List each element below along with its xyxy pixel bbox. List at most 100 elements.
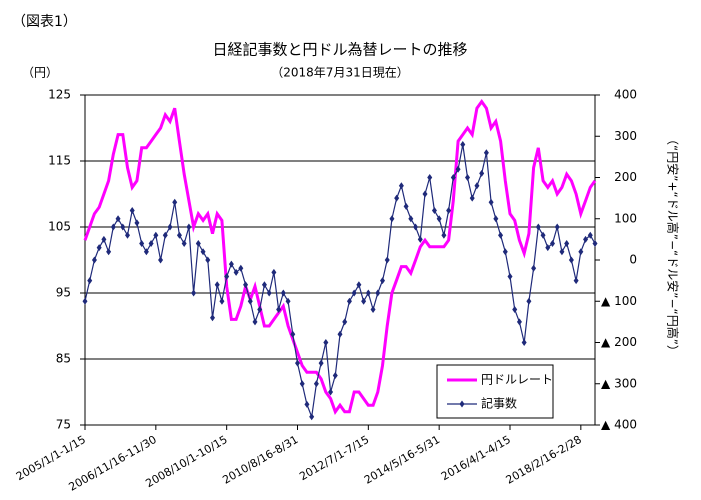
series-marker [408, 215, 414, 223]
series-marker [290, 330, 296, 338]
series-marker [323, 339, 329, 346]
series-marker [351, 289, 357, 297]
series-marker [540, 231, 546, 239]
y-tick-label: 125 [48, 88, 71, 102]
series-marker [143, 248, 149, 256]
y2-tick-label: 200 [614, 170, 637, 184]
y-tick-label: 105 [48, 220, 71, 234]
series-marker [295, 359, 300, 367]
y2-axis-label: （“円安”+“ドル高”−“ドル安”−“円高”） [666, 133, 681, 357]
y2-tick-label: 300 [614, 129, 637, 143]
series-marker [394, 194, 400, 202]
series-marker [186, 223, 192, 231]
series-marker [380, 277, 385, 285]
series-marker [356, 281, 362, 289]
series-marker [578, 248, 584, 256]
legend-marker [459, 400, 465, 408]
series-marker [564, 240, 570, 247]
series-marker [521, 339, 527, 346]
series-marker [219, 297, 225, 305]
series-marker [384, 256, 390, 264]
chart-subtitle: （2018年7月31日現在） [271, 66, 408, 80]
series-marker [554, 223, 560, 231]
legend-box [436, 364, 554, 419]
chart-title: 日経記事数と円ドル為替レートの推移 [212, 41, 467, 59]
y-tick-label: 115 [48, 154, 71, 168]
series-marker [328, 388, 334, 396]
series-marker [162, 231, 168, 239]
series-marker [346, 297, 352, 305]
series-marker [280, 289, 286, 297]
series-marker [488, 198, 494, 206]
series-marker [214, 281, 220, 289]
series-marker [101, 235, 107, 243]
series-marker [115, 215, 121, 223]
series-marker [455, 165, 461, 173]
series-marker [243, 281, 249, 289]
series-marker [550, 240, 555, 247]
series-marker [427, 174, 433, 181]
series-marker [285, 297, 291, 305]
series-marker [512, 306, 518, 313]
series-marker [389, 215, 395, 223]
series-marker [257, 306, 263, 313]
y-tick-label: 85 [56, 352, 71, 366]
series-marker [498, 231, 504, 239]
series-marker [479, 169, 485, 177]
series-marker [271, 268, 277, 276]
series-marker [87, 277, 93, 285]
series-marker [200, 248, 206, 256]
series-marker [474, 182, 480, 190]
series-marker [422, 190, 428, 198]
series-marker [535, 223, 541, 231]
series-marker [332, 372, 338, 379]
series-marker [134, 219, 140, 227]
series-marker [365, 289, 371, 297]
series-marker [266, 289, 272, 297]
series-marker [233, 268, 239, 276]
series-line [83, 99, 597, 416]
series-marker [370, 306, 376, 313]
series-marker [450, 174, 456, 181]
series-marker [526, 297, 532, 305]
series-marker [167, 223, 173, 231]
series-marker [436, 215, 442, 223]
series-marker [587, 231, 593, 239]
y2-tick-label: ▲ 300 [601, 376, 637, 390]
series-marker [309, 413, 315, 421]
series-marker [172, 198, 178, 206]
series-marker [261, 281, 267, 289]
series-marker [483, 149, 489, 157]
series-marker [106, 248, 112, 256]
series-marker [460, 141, 466, 148]
series-marker [318, 359, 324, 367]
series-marker [96, 244, 102, 252]
series-marker [431, 207, 437, 214]
series-marker [299, 380, 305, 388]
series-marker [313, 380, 319, 388]
series-marker [592, 240, 598, 247]
series-marker [375, 289, 381, 297]
series-marker [238, 264, 244, 272]
y2-tick-label: 100 [614, 211, 637, 225]
series-marker [545, 244, 551, 252]
x-tick-label: 2010/8/16-8/31 [220, 433, 300, 487]
series-marker [507, 273, 513, 280]
series-marker [465, 174, 470, 181]
series-marker [276, 306, 282, 313]
series-marker [195, 240, 201, 247]
series-marker [210, 314, 215, 322]
y2-tick-label: ▲ 100 [601, 294, 637, 308]
series-marker [224, 273, 230, 280]
series-marker [129, 207, 135, 214]
y2-tick-label: ▲ 400 [601, 418, 637, 432]
y2-tick-label: ▲ 200 [601, 335, 637, 349]
y-tick-label: 75 [56, 418, 71, 432]
series-marker [568, 256, 574, 264]
legend-label: 円ドルレート [481, 373, 553, 387]
series-marker [110, 223, 116, 231]
series-marker [531, 264, 537, 272]
series-marker [176, 231, 182, 239]
series-marker [228, 260, 234, 268]
